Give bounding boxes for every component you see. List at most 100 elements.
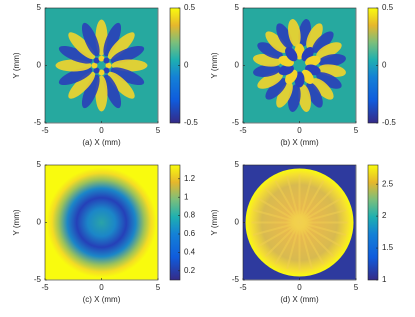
lobe [103,22,122,57]
x-tick-label: 5 [156,126,161,135]
lobe [265,31,287,53]
y-tick-label: -5 [232,118,240,127]
x-tick-label: 5 [354,126,359,135]
lobe [107,71,135,99]
core [93,57,100,64]
spoke [274,221,301,265]
spoke [286,222,301,270]
x-label: (b) X (mm) [280,138,319,147]
colorbar-tick-label: 0.5 [184,3,196,12]
lobe [278,64,294,76]
lobe [301,69,314,84]
colorbar-tick-label: 1 [184,192,189,201]
y-tick-label: 5 [37,3,42,12]
colorbar-tick-label: 0.4 [184,248,196,257]
spoke [298,222,325,265]
lobe [110,45,145,64]
lobe [305,55,321,67]
lobe [81,22,100,57]
spoke [257,221,300,248]
colorbar [367,164,379,281]
colorbar-tick-label: 2.5 [382,179,394,188]
lobe [81,74,100,109]
colorbar-tick-label: 1.5 [382,243,394,252]
lobe [316,72,342,89]
spoke [274,180,301,223]
lobe [253,64,281,77]
spoke [264,221,301,258]
image-disc [46,167,157,278]
y-label: Y (mm) [210,209,219,235]
spoke [298,222,313,270]
lobe [312,78,334,100]
colorbar-tick-label: 1 [382,275,387,284]
lobe [110,67,145,86]
colorbar-tick-label: 0 [184,61,189,70]
colorbar-tick-label: 0.5 [382,3,394,12]
y-label: Y (mm) [12,52,21,78]
spoke [264,187,301,224]
colorbar-tick-label: -0.5 [382,118,396,127]
y-tick-label: 5 [235,3,240,12]
x-tick-label: 5 [156,283,161,292]
y-label: Y (mm) [210,52,219,78]
lobe [107,32,135,60]
lobe [285,47,298,62]
lobe [58,45,93,64]
x-tick-label: 0 [99,283,104,292]
heatmap-image [243,8,356,123]
x-tick-label: -5 [239,283,247,292]
lobe [68,32,96,60]
core [91,62,98,69]
lobe [312,31,334,53]
y-tick-label: 0 [235,61,240,70]
core [93,67,100,74]
image-bg [243,8,356,123]
lobe [276,82,293,108]
lobe [68,71,96,99]
spoke [299,209,347,224]
core [98,69,105,76]
core [103,67,110,74]
lobe [257,72,283,89]
x-tick-label: -5 [239,126,247,135]
x-label: (c) X (mm) [83,295,121,304]
y-tick-label: 5 [235,160,240,169]
spoke [299,221,347,236]
lobe [306,82,323,108]
spoke [298,221,335,258]
lobe [318,54,346,67]
colorbar-tick-label: 0 [382,61,387,70]
x-tick-label: -5 [41,283,49,292]
spoke [286,175,301,223]
colorbar-tick-label: 0.8 [184,211,196,220]
lobe [316,42,342,59]
lobe [265,78,287,100]
lobe [288,19,301,47]
heatmap-image [45,8,158,123]
y-tick-label: 5 [37,160,42,169]
spoke [298,180,325,223]
y-tick-label: 0 [37,61,42,70]
core [103,57,110,64]
colorbar-tick-label: 0.6 [184,229,196,238]
spoke [252,209,300,224]
heatmap-image [45,165,158,280]
spoke [298,175,313,223]
x-tick-label: 0 [99,126,104,135]
x-label: (a) X (mm) [82,138,121,147]
lobe [257,42,283,59]
lobe [298,84,311,112]
lobe [103,74,122,109]
y-tick-label: -5 [232,275,240,284]
colorbar [169,164,181,281]
core [98,55,105,62]
spoke [298,187,335,224]
lobe [58,67,93,86]
y-label: Y (mm) [12,209,21,235]
y-tick-label: 0 [37,218,42,227]
x-tick-label: -5 [41,126,49,135]
colorbar-tick-label: -0.5 [184,118,198,127]
